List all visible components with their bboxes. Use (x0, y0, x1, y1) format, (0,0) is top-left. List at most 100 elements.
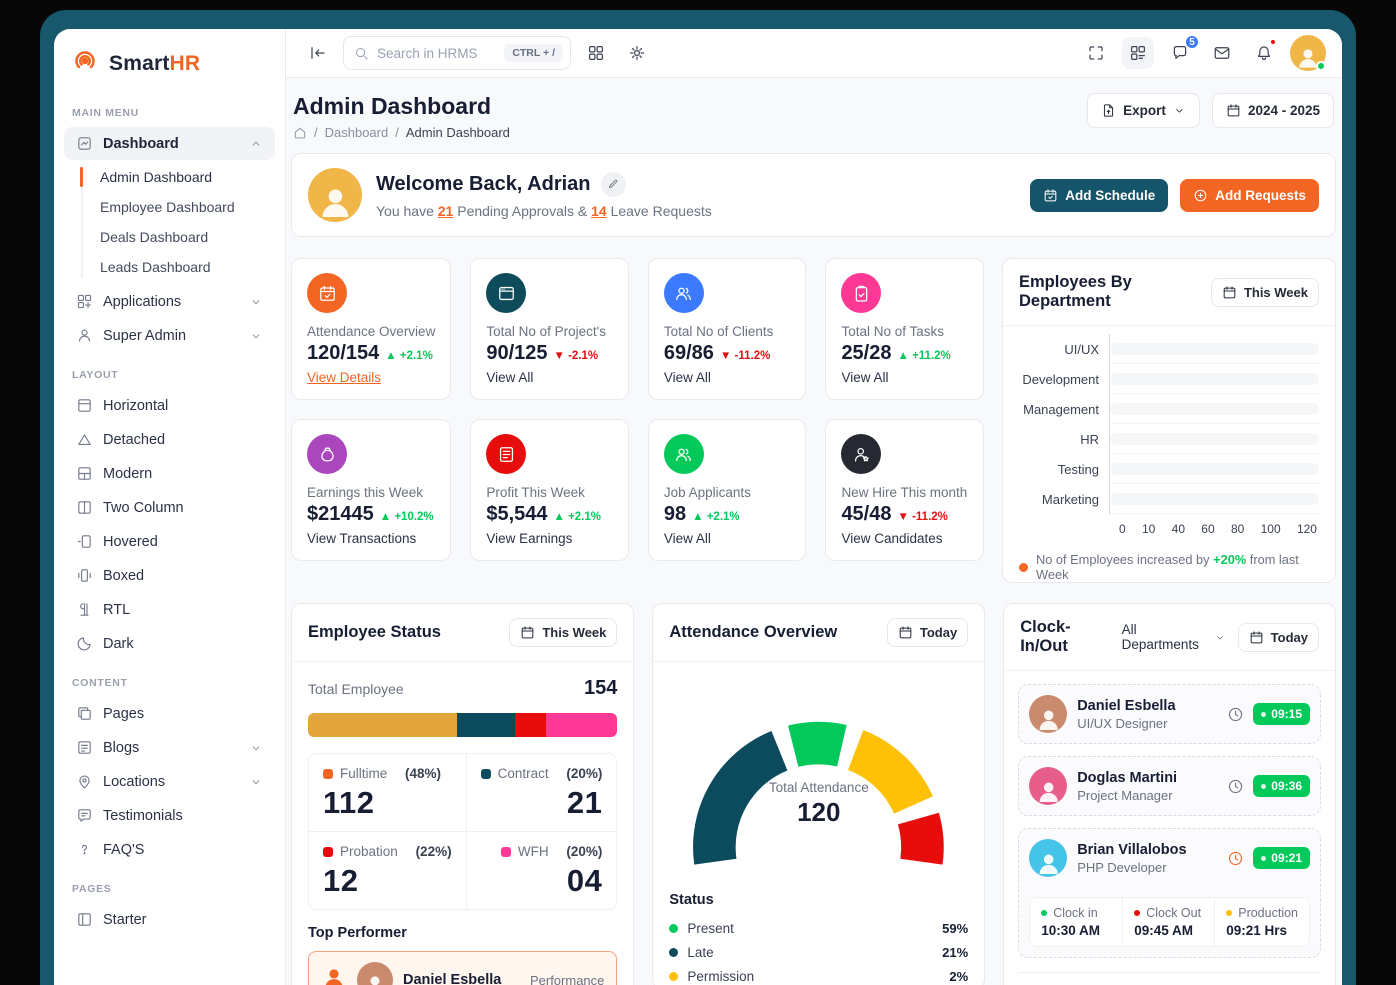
calendar-icon (1222, 285, 1237, 300)
sidebar-item-starter[interactable]: Starter (64, 903, 275, 936)
delta-badge: ▲ +11.2% (897, 350, 951, 362)
dept-range-button[interactable]: This Week (1210, 277, 1319, 307)
page-title: Admin Dashboard (293, 93, 492, 119)
notifications-button[interactable] (1248, 37, 1280, 69)
search-input[interactable] (377, 45, 497, 61)
smarthr-logo-icon (70, 46, 100, 81)
sidebar-item-dark[interactable]: Dark (64, 627, 275, 660)
layout-board-button[interactable] (1122, 37, 1154, 69)
sidebar-item-employee-dashboard[interactable]: Employee Dashboard (100, 199, 235, 215)
gauge-segment-other (898, 812, 945, 865)
layout-boxed-icon (76, 567, 93, 584)
view-earnings-link[interactable]: View Earnings (486, 531, 573, 546)
employee-avatar (1029, 839, 1068, 877)
performer-medal-icon (321, 965, 347, 985)
layout-horizontal-icon (76, 397, 93, 414)
add-requests-button[interactable]: Add Requests (1180, 178, 1319, 212)
sidebar-item-admin-dashboard[interactable]: Admin Dashboard (54, 162, 285, 192)
home-icon[interactable] (293, 126, 307, 140)
segment-probation (515, 713, 547, 737)
applicants-users-icon (663, 434, 704, 474)
sidebar-item-boxed[interactable]: Boxed (64, 559, 275, 592)
attendance-calendar-icon (307, 273, 347, 313)
top-performer-card[interactable]: Daniel Esbella Performance (308, 951, 618, 985)
sidebar-item-rtl[interactable]: RTL (64, 593, 275, 626)
stat-cards: Attendance Overview 120/154 ▲ +2.1% View … (291, 258, 984, 583)
leave-requests-link[interactable]: 14 (591, 202, 607, 219)
view-details-link[interactable]: View Details (307, 370, 382, 385)
chart-footnote: No of Employees increased by +20% from l… (1019, 552, 1321, 582)
section-label-pages: PAGES (72, 883, 112, 895)
fullscreen-button[interactable] (1080, 37, 1112, 69)
sidebar-item-hovered[interactable]: Hovered (64, 525, 275, 558)
chat-button[interactable]: 5 (1164, 34, 1200, 69)
export-button[interactable]: Export (1087, 93, 1200, 128)
legend-dot (669, 923, 679, 933)
stat-card-profit: Profit This Week $5,544 ▲ +2.1% View Earn… (470, 419, 629, 561)
settings-gear-button[interactable] (621, 37, 653, 69)
performer-metric-label: Performance (529, 972, 605, 985)
sidebar-item-testimonials[interactable]: Testimonials (64, 799, 275, 832)
segment-contract (456, 713, 516, 737)
view-transactions-link[interactable]: View Transactions (307, 531, 417, 546)
clients-users-icon (663, 273, 704, 313)
sidebar-item-pages[interactable]: Pages (64, 697, 275, 730)
global-search[interactable]: CTRL + / (343, 36, 571, 70)
department-filter-dropdown[interactable]: All Departments (1122, 622, 1226, 652)
year-range-button[interactable]: 2024 - 2025 (1211, 93, 1334, 128)
sidebar-item-modern[interactable]: Modern (64, 457, 275, 490)
map-pin-icon (76, 773, 93, 790)
page-header: Admin Dashboard / Dashboard / Admin Dash… (291, 93, 1336, 140)
sidebar-item-deals-dashboard[interactable]: Deals Dashboard (100, 229, 209, 245)
view-all-link[interactable]: View All (663, 531, 711, 546)
view-all-link[interactable]: View All (486, 370, 534, 385)
dot-icon (1041, 910, 1048, 916)
brand-logo[interactable]: SmartHR (54, 29, 285, 91)
sidebar-item-locations[interactable]: Locations (64, 765, 275, 798)
question-mark-icon (76, 841, 93, 858)
sidebar-item-horizontal[interactable]: Horizontal (64, 389, 275, 422)
delta-badge: ▲ +2.1% (553, 511, 602, 523)
view-all-link[interactable]: View All (841, 370, 889, 385)
notification-dot (1269, 38, 1277, 46)
legend-dot (323, 768, 333, 779)
sidebar-item-applications[interactable]: Applications (64, 285, 275, 318)
calendar-icon (1226, 103, 1241, 118)
pending-approvals-link[interactable]: 21 (437, 202, 454, 219)
employee-status-card: Employee Status This Week Total Employee… (291, 603, 635, 985)
collapse-sidebar-button[interactable] (302, 37, 334, 69)
clock-in-time-badge: 09:36 (1253, 775, 1310, 797)
tasks-clipboard-icon (841, 273, 882, 313)
bar-row: HR (1013, 424, 1319, 454)
attendance-status-legend: Status Present 59% Late 21% Permission 2% (653, 890, 984, 985)
add-schedule-button[interactable]: Add Schedule (1030, 178, 1169, 212)
profile-menu[interactable] (1290, 35, 1326, 71)
status-range-button[interactable]: This Week (509, 618, 618, 647)
attendance-range-button[interactable]: Today (886, 618, 969, 647)
stat-card-new-hire: New Hire This month 45/48 ▼ -11.2% View C… (825, 419, 984, 561)
total-employee-value: 154 (584, 677, 618, 699)
sidebar-item-super-admin[interactable]: Super Admin (64, 319, 275, 352)
section-label-layout: LAYOUT (72, 369, 119, 381)
sidebar-item-detached[interactable]: Detached (64, 423, 275, 456)
layout-detached-icon (76, 431, 93, 448)
sidebar-item-leads-dashboard[interactable]: Leads Dashboard (100, 259, 211, 275)
apps-grid-button[interactable] (580, 37, 612, 69)
view-all-link[interactable]: View All (663, 370, 711, 385)
breadcrumb-dashboard[interactable]: Dashboard (324, 125, 389, 140)
view-candidates-link[interactable]: View Candidates (841, 531, 943, 546)
legend-row-permission: Permission 2% (669, 964, 968, 985)
sidebar-item-faqs[interactable]: FAQ'S (64, 833, 275, 866)
welcome-avatar (308, 168, 362, 222)
sidebar-item-dashboard[interactable]: Dashboard (64, 127, 275, 160)
stat-card-attendance: Attendance Overview 120/154 ▲ +2.1% View … (291, 258, 452, 400)
keyboard-shortcut-badge: CTRL + / (504, 44, 563, 62)
edit-profile-button[interactable] (600, 171, 626, 197)
mail-button[interactable] (1206, 37, 1238, 69)
chevron-down-icon (1214, 631, 1226, 644)
sidebar-item-blogs[interactable]: Blogs (64, 731, 275, 764)
sidebar-item-two-column[interactable]: Two Column (64, 491, 275, 524)
gauge-segment-present (788, 721, 848, 768)
earnings-moneybag-icon (307, 434, 347, 474)
stat-card-earnings: Earnings this Week $21445 ▲ +10.2% View T… (291, 419, 452, 561)
